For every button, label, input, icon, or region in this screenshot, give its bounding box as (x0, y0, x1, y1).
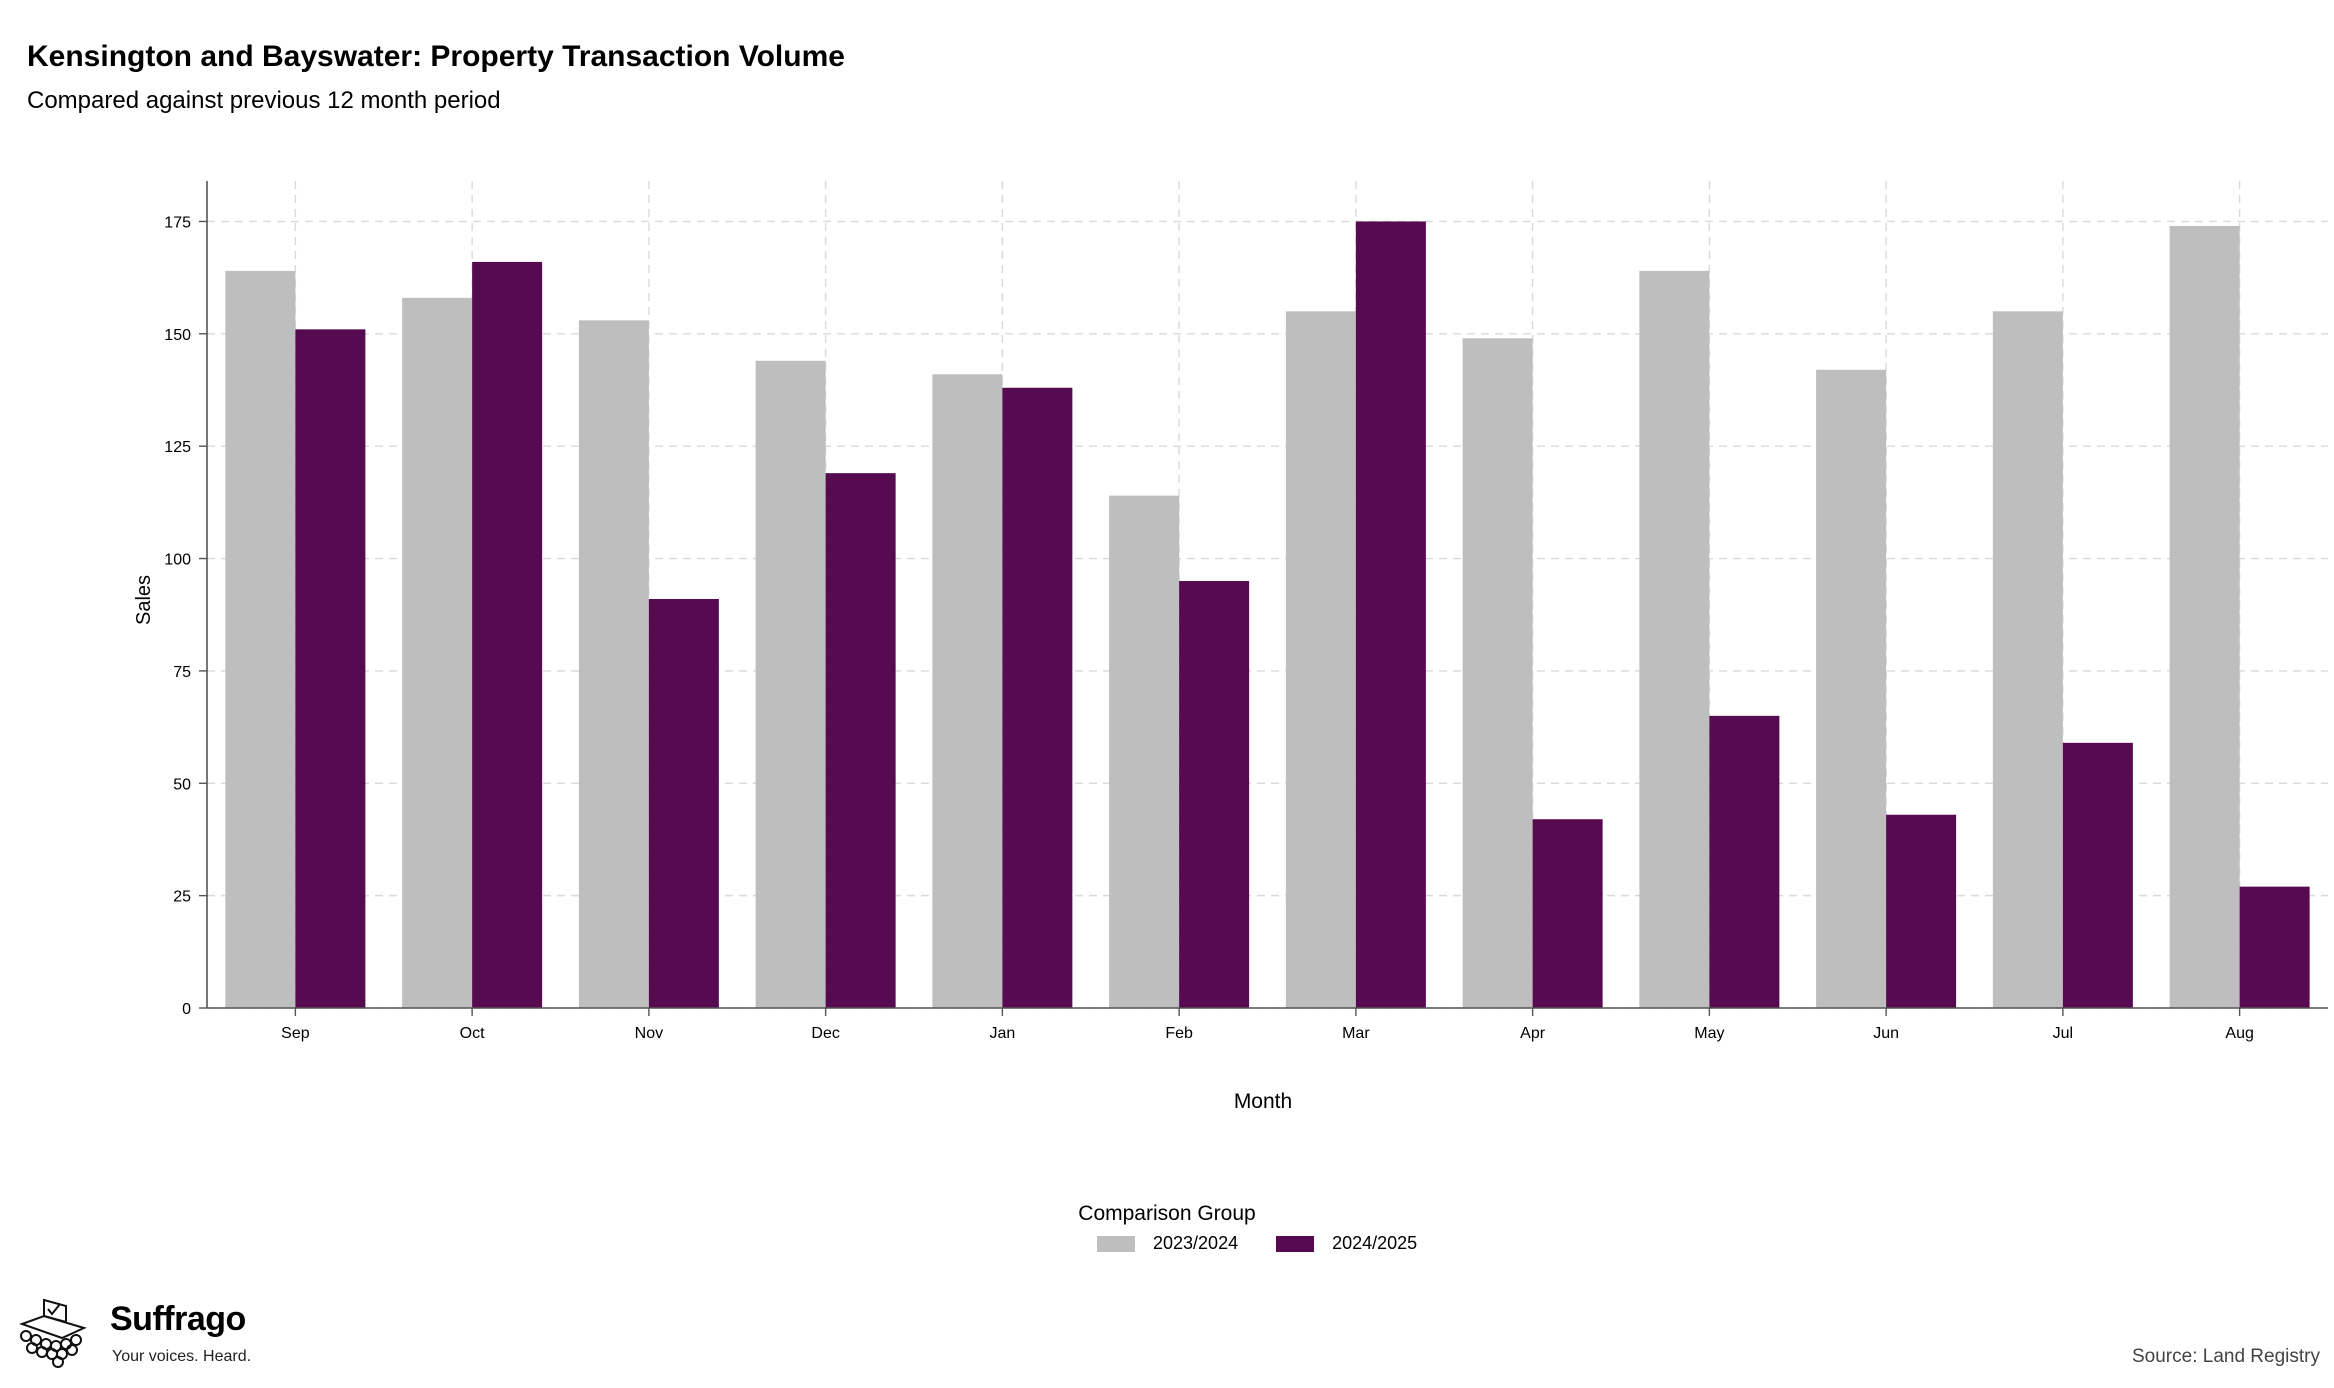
bar-2024-2025-mar (1355, 221, 1426, 1009)
bar-2023-2024-feb (1109, 495, 1180, 1008)
x-tick-label: Jul (2053, 1025, 2073, 1042)
x-tick-label: Oct (460, 1025, 485, 1042)
y-tick-label: 100 (164, 552, 191, 569)
bar-2024-2025-jul (2062, 742, 2133, 1008)
bar-2023-2024-may (1639, 270, 1710, 1008)
bar-2024-2025-jan (1002, 387, 1073, 1008)
bar-2024-2025-feb (1179, 581, 1250, 1008)
legend-item-2023-2024: 2023/2024 (1097, 1233, 1238, 1254)
bar-2023-2024-apr (1462, 338, 1533, 1008)
x-tick-label: Nov (635, 1025, 663, 1042)
bar-2023-2024-oct (402, 297, 473, 1008)
y-tick-label: 25 (173, 889, 191, 906)
bar-2024-2025-apr (1532, 819, 1603, 1008)
bars (225, 221, 2310, 1009)
y-tick-label: 75 (173, 664, 191, 681)
x-tick-label: Jun (1873, 1025, 1899, 1042)
ballot-box-logo-icon (19, 1298, 87, 1368)
brand-tagline: Your voices. Heard. (112, 1348, 252, 1365)
x-tick-label: Sep (281, 1025, 310, 1042)
axes: 0 25 50 75 100 125 150 175 Sep Oct Nov Dec Jan Feb Mar… (164, 181, 2328, 1042)
bar-2023-2024-jul (1992, 311, 2063, 1008)
y-tick-label: 125 (164, 439, 191, 456)
legend-swatch-2024-2025 (1276, 1235, 1315, 1252)
legend: 2023/2024 2024/2025 (1097, 1233, 1455, 1254)
bar-2024-2025-aug (2239, 886, 2310, 1008)
legend-item-2024-2025: 2024/2025 (1276, 1233, 1417, 1254)
legend-label-2024-2025: 2024/2025 (1332, 1233, 1418, 1253)
bar-2023-2024-mar (1285, 311, 1356, 1008)
legend-title: Comparison Group (1078, 1202, 1256, 1225)
x-tick-label: May (1694, 1025, 1724, 1042)
x-tick-label: Feb (1165, 1025, 1193, 1042)
chart-subtitle: Compared against previous 12 month perio… (27, 87, 501, 114)
bar-2023-2024-aug (2169, 225, 2240, 1008)
x-tick-label: Apr (1520, 1025, 1546, 1042)
chart-title: Kensington and Bayswater: Property Trans… (27, 40, 845, 73)
legend-swatch-2023-2024 (1097, 1235, 1135, 1252)
bar-2023-2024-dec (755, 360, 826, 1009)
x-tick-label: Mar (1342, 1025, 1370, 1042)
x-axis-label: Month (1234, 1090, 1292, 1113)
brand-name: Suffrago (110, 1300, 246, 1338)
source-note: Source: Land Registry (2132, 1346, 2320, 1367)
bar-2024-2025-sep (295, 329, 366, 1008)
y-tick-label: 175 (164, 214, 191, 231)
bar-2024-2025-may (1709, 715, 1780, 1008)
bar-2023-2024-jan (932, 374, 1003, 1008)
bar-2024-2025-nov (648, 598, 719, 1008)
bar-2024-2025-jun (1886, 814, 1957, 1008)
bar-2023-2024-nov (578, 320, 649, 1008)
legend-label-2023-2024: 2023/2024 (1153, 1233, 1239, 1253)
bar-2024-2025-dec (825, 473, 896, 1008)
bar-2024-2025-oct (472, 261, 543, 1008)
y-tick-label: 0 (182, 1001, 191, 1018)
x-tick-label: Aug (2225, 1025, 2253, 1042)
bar-2023-2024-jun (1816, 369, 1887, 1008)
y-tick-label: 50 (173, 776, 191, 793)
y-axis-label: Sales (133, 575, 155, 625)
x-tick-label: Jan (989, 1025, 1015, 1042)
y-tick-label: 150 (164, 327, 191, 344)
x-tick-label: Dec (811, 1025, 839, 1042)
bar-2023-2024-sep (225, 270, 296, 1008)
